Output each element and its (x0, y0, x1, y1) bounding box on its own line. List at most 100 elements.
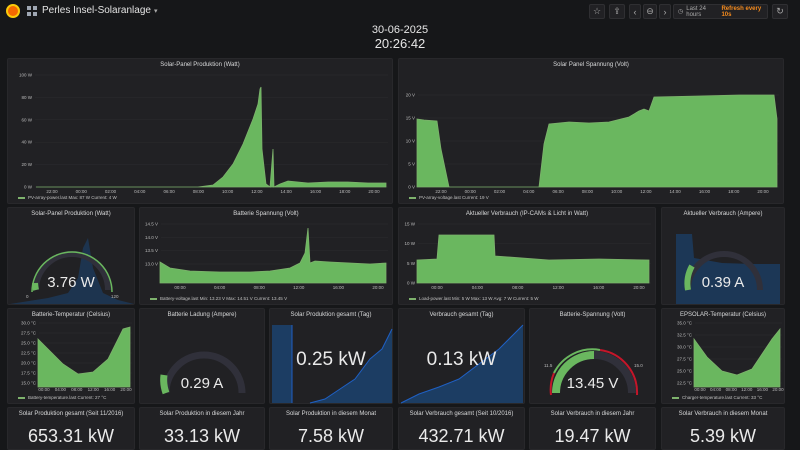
panel-battery-temperature-graph[interactable]: Batterie-Temperatur (Celsius) 30.0 °C 27.… (7, 308, 135, 404)
legend: PV-array-voltage.last Current: 19 V (409, 195, 489, 200)
x-tick-label: 10:00 (611, 189, 623, 194)
y-tick-label: 17.5 °C (21, 371, 37, 376)
stat-value: 653.31 kW (27, 426, 115, 446)
panel-title: Solar Verbrauch gesamt (Seit 10/2016) (409, 411, 514, 417)
x-tick-label: 20:00 (633, 285, 645, 290)
panel-solar-production-graph[interactable]: Solar-Panel Produktion (Watt) 100 W 80 W 6… (7, 58, 393, 204)
panel-total-stat[interactable]: Solar Verbrauch gesamt (Seit 10/2016) 432… (398, 407, 525, 450)
gauge (676, 234, 780, 304)
x-tick-label: 22:00 (46, 189, 58, 194)
x-tick-label: 16:00 (104, 387, 116, 392)
time-range-picker[interactable]: ◷ Last 24 hours Refresh every 10s (673, 4, 768, 19)
legend-text: Battery-temperature.last Current: 27 °C (28, 395, 107, 400)
y-tick-label: 20.0 °C (21, 361, 37, 366)
x-tick-label: 16:00 (757, 387, 769, 392)
grafana-logo-icon[interactable] (6, 4, 20, 18)
legend: Battery-voltage.last Min: 13.23 V Max: 1… (150, 296, 287, 301)
chevron-left-icon[interactable]: ‹ (629, 4, 641, 19)
panel-consumption-day[interactable]: Verbrauch gesamt (Tag) 0.13 kW (398, 308, 525, 404)
x-tick-label: 18:00 (339, 189, 351, 194)
refresh-icon[interactable]: ↻ (772, 4, 788, 19)
sparkline (400, 324, 524, 404)
x-tick-label: 16:00 (699, 189, 711, 194)
chevron-right-icon[interactable]: › (659, 4, 671, 19)
x-tick-label: 12:00 (553, 285, 565, 290)
y-tick-label: 15 W (404, 222, 415, 227)
y-tick-label: 5 V (408, 162, 415, 167)
panel-production-day[interactable]: Solar Produktion gesamt (Tag) 0.25 kW (269, 308, 393, 404)
voltage-area (416, 94, 778, 188)
y-tick-label: 35.0 °C (677, 321, 693, 326)
y-tick-label: 27.5 °C (21, 331, 37, 336)
y-tick-label: 0 W (24, 185, 33, 190)
y-tick-label: 0 W (407, 281, 416, 286)
x-tick-label: 20:00 (120, 387, 132, 392)
panel-consumption-gauge[interactable]: Aktueller Verbrauch (Ampere) 0.39 A (661, 207, 785, 305)
x-tick-label: 22:00 (435, 189, 447, 194)
y-tick-label: 22.5 °C (677, 381, 693, 386)
refresh-interval-label: Refresh every 10s (721, 5, 762, 18)
y-tick-label: 30.0 °C (677, 345, 693, 350)
x-tick-label: 08:00 (193, 189, 205, 194)
dashboard-title[interactable]: Perles Insel-Solaranlage ▾ (42, 5, 157, 16)
star-icon[interactable]: ☆ (589, 4, 605, 19)
panel-battery-voltage-gauge[interactable]: Batterie-Spannung (Volt) 11.5 15.0 13.45… (529, 308, 656, 404)
x-tick-label: 08:00 (512, 285, 524, 290)
panel-solar-voltage-graph[interactable]: Solar Panel Spannung (Volt) 20 V 15 V 10 V… (398, 58, 784, 204)
temperature-area (37, 326, 131, 388)
x-tick-label: 20:00 (372, 285, 384, 290)
panel-solar-production-gauge[interactable]: Solar-Panel Produktion (Watt) 0 120 3.76… (7, 207, 135, 305)
gauge: 0 120 (10, 238, 134, 304)
gauge-threshold-red-low (549, 372, 555, 396)
chevron-down-icon: ▾ (153, 8, 158, 15)
stat-value: 0.13 kW (426, 349, 497, 370)
sparkline-area (401, 325, 523, 403)
consumption-chart: 15 W 10 W 5 W 0 W 00:00 04:00 08:00 12:00 16:00… (404, 222, 651, 290)
gauge (160, 351, 246, 395)
panel-total-stat[interactable]: Solar Produktion in diesem Monat 7.58 kW (269, 407, 393, 450)
y-tick-label: 27.5 °C (677, 357, 693, 362)
y-tick-label: 5 W (407, 261, 416, 266)
panel-title: Solar-Panel Produktion (Watt) (160, 62, 240, 68)
gauge-min-label: 11.5 (544, 363, 553, 368)
panel-battery-voltage-graph[interactable]: Batterie Spannung (Volt) 14.5 V 14.0 V 13.… (139, 207, 393, 305)
x-tick-label: 00:00 (76, 189, 88, 194)
x-tick-label: 20:00 (368, 189, 380, 194)
temperature-area (693, 327, 781, 388)
zoom-out-icon[interactable]: ⊖ (643, 4, 657, 19)
panel-total-stat[interactable]: Solar Verbrauch in diesem Monat 5.39 kW (661, 407, 785, 450)
gauge-fill (684, 264, 695, 291)
x-tick-label: 02:00 (105, 189, 117, 194)
x-tick-label: 16:00 (333, 285, 345, 290)
panel-title: Solar Verbrauch in diesem Monat (678, 411, 768, 417)
y-tick-label: 15 V (406, 116, 415, 121)
x-tick-label: 06:00 (163, 189, 175, 194)
x-tick-label: 12:00 (741, 387, 753, 392)
y-tick-label: 25.0 °C (677, 369, 693, 374)
panel-title: Aktueller Verbrauch (Ampere) (683, 211, 763, 217)
gauge-value: 0.39 A (701, 274, 745, 291)
share-icon[interactable]: ⇪ (609, 4, 625, 19)
gauge-fill (32, 282, 39, 291)
time-range-label: Last 24 hours (686, 5, 706, 18)
legend-text: Load-power.last Min: 5 W Max: 13 W Avg: … (419, 296, 539, 301)
panel-consumption-graph[interactable]: Aktueller Verbrauch (IP-CAMs & Licht in … (398, 207, 656, 305)
x-tick-label: 20:00 (757, 189, 769, 194)
panel-total-stat[interactable]: Solar Produktion gesamt (Seit 11/2016) 65… (7, 407, 135, 450)
legend-swatch (672, 396, 679, 399)
y-tick-label: 80 W (21, 95, 32, 100)
panel-controller-temperature-graph[interactable]: EPSOLAR-Temperatur (Celsius) 35.0 °C 32.5… (661, 308, 785, 404)
x-tick-label: 08:00 (582, 189, 594, 194)
panel-total-stat[interactable]: Solar Verbrauch in diesem Jahr 19.47 kW (529, 407, 656, 450)
solar-production-chart: 100 W 80 W 60 W 40 W 20 W 0 W 22:00 00:00 02:00… (19, 73, 388, 194)
x-tick-label: 08:00 (71, 387, 83, 392)
x-tick-label: 00:00 (465, 189, 477, 194)
stat-value: 19.47 kW (554, 426, 631, 446)
panel-total-stat[interactable]: Solar Produktion in diesem Jahr 33.13 kW (139, 407, 265, 450)
stat-value: 33.13 kW (163, 426, 241, 446)
y-tick-label: 10 W (404, 241, 415, 246)
panel-battery-charge-gauge[interactable]: Batterie Ladung (Ampere) 0.29 A (139, 308, 265, 404)
y-tick-label: 32.5 °C (677, 333, 693, 338)
dashboard-grid-icon (27, 6, 37, 16)
panel-title: Batterie-Spannung (Volt) (559, 312, 626, 318)
